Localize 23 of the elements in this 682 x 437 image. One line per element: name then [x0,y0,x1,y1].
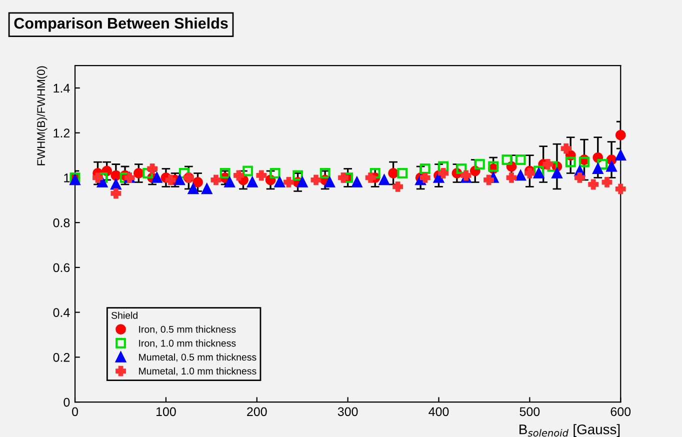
x-tick-label: 100 [156,407,176,416]
y-tick-label: 1.2 [54,128,70,138]
legend-title: Shield [111,312,138,319]
x-tick-label: 300 [338,407,358,416]
x-axis-title: B$_{solenoid}$ [Gauss] [520,424,620,437]
y-tick-label: 1.4 [54,84,70,93]
legend-label: Iron, 0.5 mm thickness [139,326,236,334]
chart-title: Comparison Between Shields [14,17,228,32]
y-tick-label: 0.8 [53,218,70,228]
x-tick-label: 600 [610,407,631,416]
y-tick-label: 0.4 [53,308,70,317]
x-tick-label: 200 [247,407,267,416]
y-tick-label: 0.6 [53,263,70,272]
x-tick-label: 500 [520,407,540,416]
y-axis-title: FWHM(B)/FWHM(0) [36,66,48,166]
y-tick-label: 1 [64,174,70,182]
legend-label: Iron, 1.0 mm thickness [139,340,236,348]
y-tick-label: 0.2 [53,352,70,362]
y-tick-label: 0 [64,398,70,407]
x-tick-label: 0 [72,407,78,416]
x-tick-label: 400 [428,407,449,416]
legend-label: Mumetal, 1.0 mm thickness [139,367,256,376]
legend-label: Mumetal, 0.5 mm thickness [139,353,256,362]
